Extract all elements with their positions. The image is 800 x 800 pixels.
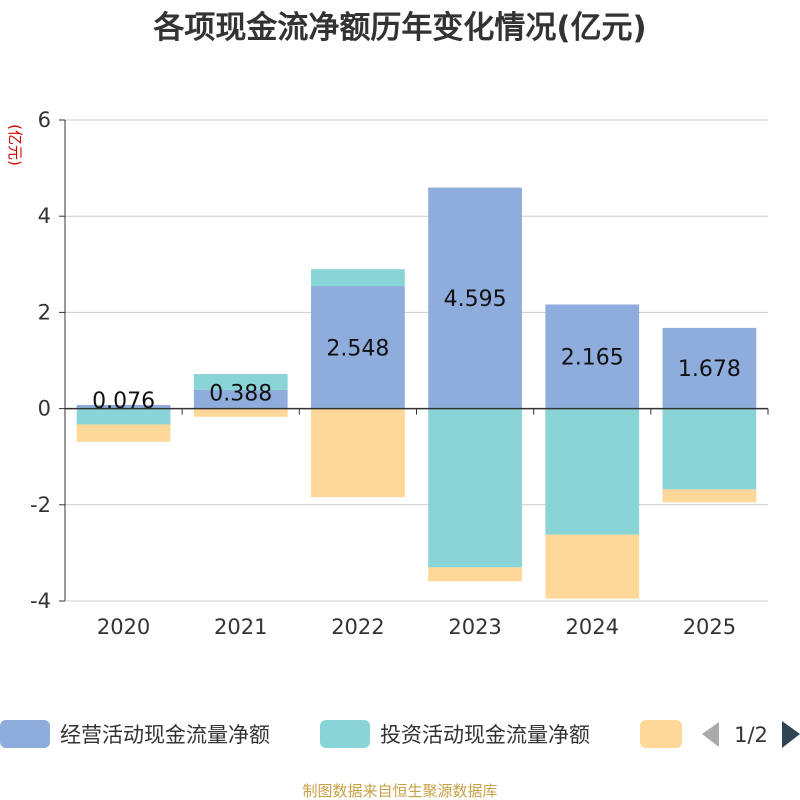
- source-note: 制图数据来自恒生聚源数据库: [302, 782, 497, 800]
- bar-series-1-2023: [428, 187, 522, 409]
- axes: 6 4 2 0 -2 -4 2020 2021 2022 2023 2024 2025: [30, 108, 769, 639]
- bar-series-1-2025: [662, 327, 757, 409]
- bar-series-1-2020: [76, 404, 171, 409]
- y-tick-label: 2: [38, 300, 51, 324]
- legend-label-operating[interactable]: 经营活动现金流量净额: [60, 723, 270, 747]
- data-label: 4.595: [444, 287, 507, 312]
- bar-series-2-2021: [193, 374, 288, 390]
- x-tick-label: 2020: [97, 615, 150, 639]
- bar-series-3-2024: [545, 534, 640, 599]
- legend-swatch-investing[interactable]: [320, 720, 370, 748]
- bar-series-2-2020: [76, 408, 171, 425]
- legend-next-page-icon[interactable]: [782, 721, 800, 748]
- legend-label-investing[interactable]: 投资活动现金流量净额: [380, 723, 590, 747]
- y-tick-label: 0: [38, 397, 51, 421]
- bar-series-1-2022: [311, 286, 405, 409]
- bar-series-2-2024: [545, 408, 640, 535]
- x-tick-label: 2021: [214, 615, 267, 639]
- x-tick-label: 2023: [448, 615, 501, 639]
- legend: 经营活动现金流量净额 投资活动现金流量净额 1/2: [0, 720, 800, 748]
- legend-page-indicator: 1/2: [734, 723, 768, 747]
- y-axis-unit-label: (亿元): [6, 124, 24, 166]
- bar-series-3-2023: [428, 567, 522, 582]
- legend-swatch-operating[interactable]: [0, 720, 50, 748]
- y-tick-label: -2: [30, 493, 51, 517]
- x-tick-label: 2022: [331, 615, 384, 639]
- y-tick-label: 4: [38, 204, 51, 228]
- legend-prev-page-icon[interactable]: [702, 722, 719, 747]
- data-labels: 0.076 0.388 2.548 4.595 2.165 1.678: [92, 287, 741, 414]
- bar-series-2-2023: [428, 408, 522, 568]
- bar-series-1-2021: [193, 389, 288, 409]
- x-tick-label: 2025: [683, 615, 736, 639]
- bar-series-3-2020: [76, 424, 171, 442]
- bar-series-3-2025: [662, 489, 757, 503]
- x-tick-label: 2024: [566, 615, 619, 639]
- data-label: 2.548: [326, 336, 389, 361]
- data-label: 0.076: [92, 389, 155, 414]
- bar-series-3-2021: [193, 408, 288, 417]
- data-label: 1.678: [678, 357, 741, 382]
- chart-title: 各项现金流净额历年变化情况(亿元): [152, 10, 646, 46]
- bar-series-2-2022: [311, 269, 405, 287]
- data-label: 0.388: [209, 381, 272, 406]
- bar-series-3-2022: [311, 408, 405, 498]
- data-label: 2.165: [561, 346, 624, 371]
- bar-series-1-2024: [545, 304, 640, 409]
- bars: [76, 187, 757, 599]
- y-tick-label: -4: [30, 589, 51, 613]
- y-tick-label: 6: [38, 108, 51, 132]
- bar-series-2-2025: [662, 408, 757, 490]
- legend-swatch-financing[interactable]: [640, 720, 682, 748]
